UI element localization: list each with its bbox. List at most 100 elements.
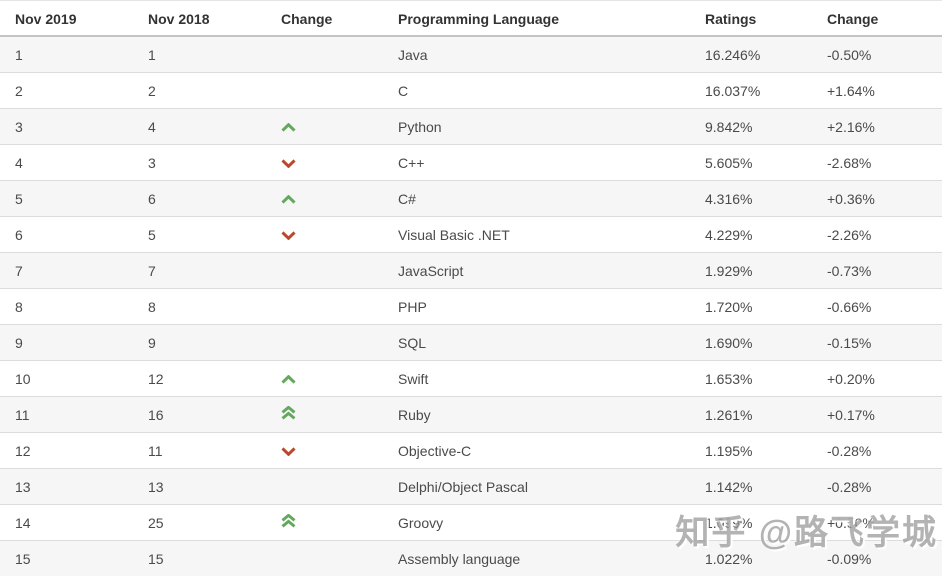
rank-2018-cell: 4 [133, 109, 266, 145]
rank-2019-cell: 10 [0, 361, 133, 397]
ratings-change-cell: +0.17% [812, 397, 942, 433]
ratings-cell: 4.229% [690, 217, 812, 253]
ratings-change-cell: +0.20% [812, 361, 942, 397]
col-header-ratings: Ratings [690, 1, 812, 37]
ratings-cell: 1.142% [690, 469, 812, 505]
chevron-down-icon [281, 231, 296, 240]
language-cell: Visual Basic .NET [383, 217, 690, 253]
rank-2018-cell: 7 [133, 253, 266, 289]
language-cell: C++ [383, 145, 690, 181]
rank-2018-cell: 9 [133, 325, 266, 361]
ratings-change-cell: -0.28% [812, 469, 942, 505]
ratings-change-cell: -2.68% [812, 145, 942, 181]
col-header-nov-2018: Nov 2018 [133, 1, 266, 37]
rank-2018-cell: 13 [133, 469, 266, 505]
table-row: 5 6 C# 4.316% +0.36% [0, 181, 942, 217]
ratings-change-cell: -0.50% [812, 36, 942, 73]
ratings-cell: 16.246% [690, 36, 812, 73]
rank-change-cell [266, 325, 383, 361]
ratings-cell: 1.022% [690, 541, 812, 576]
rank-2018-cell: 6 [133, 181, 266, 217]
table-row: 7 7 JavaScript 1.929% -0.73% [0, 253, 942, 289]
ratings-cell: 1.261% [690, 397, 812, 433]
rank-2018-cell: 8 [133, 289, 266, 325]
chevron-down-icon [281, 447, 296, 456]
rank-2018-cell: 2 [133, 73, 266, 109]
rank-2019-cell: 1 [0, 36, 133, 73]
table-row: 2 2 C 16.037% +1.64% [0, 73, 942, 109]
ratings-change-cell: -0.66% [812, 289, 942, 325]
ratings-cell: 1.653% [690, 361, 812, 397]
rank-change-cell [266, 289, 383, 325]
language-cell: C [383, 73, 690, 109]
double-chevron-up-icon [281, 514, 296, 528]
table-row: 10 12 Swift 1.653% +0.20% [0, 361, 942, 397]
rank-2019-cell: 11 [0, 397, 133, 433]
rank-change-cell [266, 36, 383, 73]
rank-2019-cell: 3 [0, 109, 133, 145]
ratings-cell: 1.690% [690, 325, 812, 361]
table-row: 14 25 Groovy 1.099% +0.50% [0, 505, 942, 541]
rank-change-cell [266, 73, 383, 109]
ratings-change-cell: +1.64% [812, 73, 942, 109]
table-row: 8 8 PHP 1.720% -0.66% [0, 289, 942, 325]
language-cell: PHP [383, 289, 690, 325]
ratings-change-cell: +0.36% [812, 181, 942, 217]
rank-2018-cell: 3 [133, 145, 266, 181]
table-row: 3 4 Python 9.842% +2.16% [0, 109, 942, 145]
rank-2019-cell: 4 [0, 145, 133, 181]
rank-2019-cell: 9 [0, 325, 133, 361]
rank-change-cell [266, 217, 383, 253]
ratings-cell: 5.605% [690, 145, 812, 181]
rank-change-cell [266, 433, 383, 469]
rank-change-cell [266, 361, 383, 397]
rank-2019-cell: 13 [0, 469, 133, 505]
rank-change-cell [266, 505, 383, 541]
language-cell: Swift [383, 361, 690, 397]
rank-2019-cell: 6 [0, 217, 133, 253]
ratings-change-cell: -2.26% [812, 217, 942, 253]
chevron-down-icon [281, 159, 296, 168]
table-row: 1 1 Java 16.246% -0.50% [0, 36, 942, 73]
language-cell: JavaScript [383, 253, 690, 289]
ratings-change-cell: -0.15% [812, 325, 942, 361]
ratings-cell: 16.037% [690, 73, 812, 109]
rank-change-cell [266, 541, 383, 576]
ratings-cell: 9.842% [690, 109, 812, 145]
rank-2018-cell: 16 [133, 397, 266, 433]
table-row: 9 9 SQL 1.690% -0.15% [0, 325, 942, 361]
language-cell: Groovy [383, 505, 690, 541]
table-row: 15 15 Assembly language 1.022% -0.09% [0, 541, 942, 576]
ratings-change-cell: +2.16% [812, 109, 942, 145]
ratings-change-cell: -0.73% [812, 253, 942, 289]
rank-2019-cell: 7 [0, 253, 133, 289]
col-header-nov-2019: Nov 2019 [0, 1, 133, 37]
language-cell: Assembly language [383, 541, 690, 576]
language-cell: C# [383, 181, 690, 217]
chevron-up-icon [281, 123, 296, 132]
col-header-ratings-change: Change [812, 1, 942, 37]
rank-2019-cell: 5 [0, 181, 133, 217]
rank-change-cell [266, 109, 383, 145]
language-cell: Java [383, 36, 690, 73]
table-header: Nov 2019 Nov 2018 Change Programming Lan… [0, 1, 942, 37]
rank-2018-cell: 25 [133, 505, 266, 541]
rank-2018-cell: 11 [133, 433, 266, 469]
table-row: 4 3 C++ 5.605% -2.68% [0, 145, 942, 181]
rank-2019-cell: 12 [0, 433, 133, 469]
rank-change-cell [266, 145, 383, 181]
table-body: 1 1 Java 16.246% -0.50% 2 2 [0, 36, 942, 576]
ratings-change-cell: -0.28% [812, 433, 942, 469]
rank-2018-cell: 5 [133, 217, 266, 253]
ratings-cell: 1.720% [690, 289, 812, 325]
language-cell: Python [383, 109, 690, 145]
rank-2018-cell: 12 [133, 361, 266, 397]
ratings-cell: 1.195% [690, 433, 812, 469]
col-header-rank-change: Change [266, 1, 383, 37]
language-cell: Ruby [383, 397, 690, 433]
chevron-up-icon [281, 375, 296, 384]
rank-2018-cell: 1 [133, 36, 266, 73]
rank-change-cell [266, 181, 383, 217]
language-cell: Delphi/Object Pascal [383, 469, 690, 505]
